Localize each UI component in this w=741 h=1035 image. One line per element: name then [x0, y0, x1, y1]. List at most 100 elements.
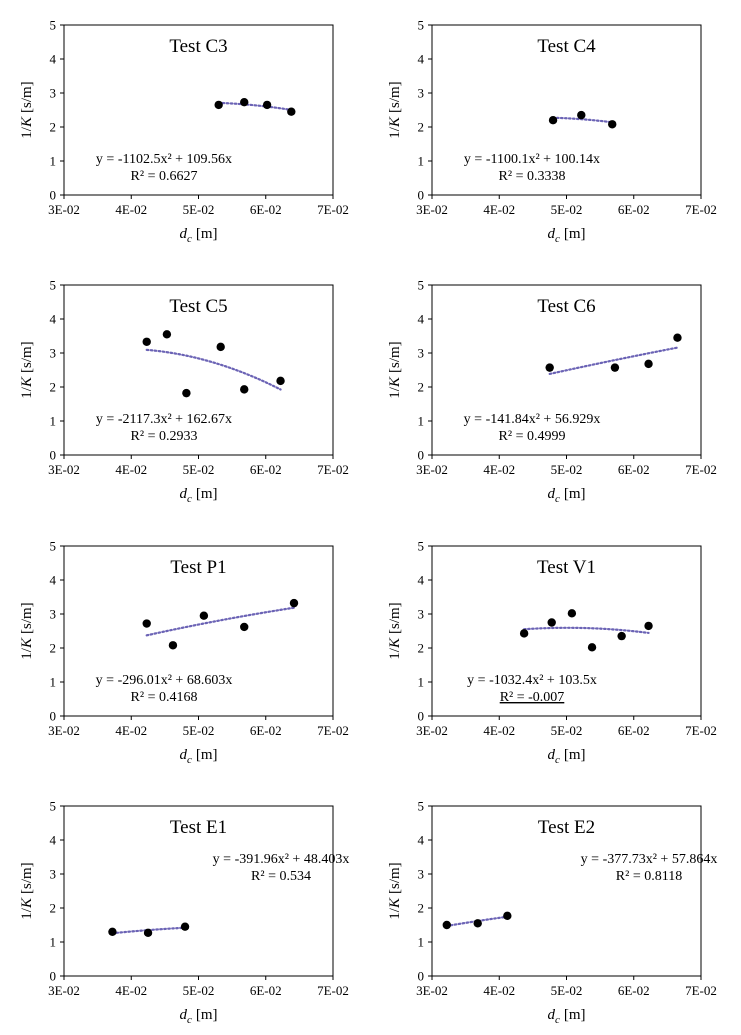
- y-axis-prefix: 1/: [19, 126, 35, 139]
- x-tick-label: 5E-02: [551, 983, 583, 998]
- data-point: [610, 363, 620, 372]
- x-tick-label: 4E-02: [115, 202, 147, 217]
- x-axis-unit: [m]: [564, 747, 586, 763]
- x-axis-var: d: [547, 1007, 555, 1023]
- y-tick-label: 2: [418, 380, 425, 395]
- data-point: [214, 100, 223, 110]
- y-tick-label: 1: [50, 935, 57, 950]
- y-tick-label: 4: [50, 52, 57, 67]
- data-point: [142, 337, 151, 346]
- chart-panel-test-c3: 0 1 2 3 4 5 3E-02 4E-02 5E-02 6E-02 7E-02 dc [m] 1/K […: [19, 18, 349, 246]
- x-axis-subscript: c: [555, 493, 560, 505]
- x-axis-subscript: c: [187, 754, 192, 766]
- chart-panel-test-e2: 0 1 2 3 4 5 3E-02 4E-02 5E-02 6E-02 7E-02 dc [m] 1/K […: [387, 799, 717, 1027]
- data-point: [240, 385, 249, 394]
- x-tick-label: 6E-02: [250, 462, 282, 477]
- x-axis-subscript: c: [555, 233, 560, 245]
- y-tick-label: 0: [50, 188, 57, 203]
- y-tick-label: 1: [418, 935, 425, 950]
- x-tick-label: 4E-02: [115, 983, 147, 998]
- x-tick-label: 5E-02: [183, 202, 215, 217]
- x-axis-var: d: [547, 486, 555, 502]
- x-tick-label: 7E-02: [317, 202, 349, 217]
- y-axis-prefix: 1/: [387, 907, 403, 920]
- chart-panel-test-c6: 0 1 2 3 4 5 3E-02 4E-02 5E-02 6E-02 7E-02 dc [m] 1/K […: [387, 278, 717, 506]
- y-axis-unit: [s/m]: [387, 602, 403, 634]
- y-axis-title: 1/K [s/m]: [19, 341, 35, 398]
- data-point: [216, 342, 225, 352]
- y-axis-var: K: [19, 116, 35, 128]
- x-tick-label: 5E-02: [183, 983, 215, 998]
- y-tick-label: 0: [50, 709, 57, 724]
- y-tick-label: 3: [50, 86, 57, 101]
- y-axis-var: K: [19, 897, 35, 909]
- y-tick-label: 4: [418, 833, 425, 848]
- y-axis-var: K: [19, 376, 35, 388]
- y-tick-label: 5: [418, 18, 425, 33]
- x-axis-subscript: c: [187, 1014, 192, 1026]
- panel-title: Test C6: [537, 296, 595, 317]
- y-tick-label: 5: [50, 278, 57, 293]
- x-tick-label: 3E-02: [48, 723, 80, 738]
- x-axis-title: dc [m]: [547, 486, 585, 505]
- data-point: [644, 621, 653, 631]
- x-tick-label: 3E-02: [416, 983, 448, 998]
- r-squared-label: R² = 0.4999: [499, 429, 566, 444]
- y-axis-title: 1/K [s/m]: [387, 81, 403, 138]
- data-point: [567, 609, 577, 618]
- x-axis-var: d: [179, 1007, 187, 1023]
- y-tick-label: 5: [418, 799, 425, 814]
- x-tick-label: 7E-02: [317, 983, 349, 998]
- y-tick-label: 5: [50, 18, 57, 33]
- x-tick-label: 6E-02: [618, 723, 650, 738]
- x-tick-label: 6E-02: [618, 983, 650, 998]
- x-axis-unit: [m]: [564, 1007, 586, 1023]
- x-axis-var: d: [547, 747, 555, 763]
- data-point: [545, 363, 554, 372]
- x-tick-label: 3E-02: [48, 983, 80, 998]
- x-axis-unit: [m]: [196, 226, 218, 242]
- trendline-equation: y = -2117.3x² + 162.67x: [96, 412, 232, 427]
- data-point: [608, 120, 617, 129]
- y-tick-label: 5: [50, 799, 57, 814]
- y-tick-label: 0: [418, 188, 425, 203]
- y-axis-prefix: 1/: [387, 647, 403, 660]
- y-axis-prefix: 1/: [19, 386, 35, 399]
- y-tick-label: 2: [418, 120, 425, 135]
- panel-title: Test E2: [538, 817, 595, 838]
- panel-title: Test V1: [537, 557, 596, 578]
- panel-title: Test P1: [170, 557, 226, 578]
- y-tick-label: 2: [50, 120, 57, 135]
- y-tick-label: 2: [50, 641, 57, 656]
- data-point: [442, 920, 451, 930]
- x-tick-label: 5E-02: [551, 202, 583, 217]
- x-tick-label: 5E-02: [551, 723, 583, 738]
- x-axis-subscript: c: [555, 754, 560, 766]
- trendline-equation: y = -1100.1x² + 100.14x: [464, 152, 600, 167]
- x-axis-var: d: [179, 486, 187, 502]
- data-point: [240, 97, 249, 107]
- x-axis-subscript: c: [187, 233, 192, 245]
- data-point: [180, 922, 190, 931]
- x-tick-label: 4E-02: [483, 723, 515, 738]
- data-point: [673, 333, 682, 342]
- x-tick-label: 3E-02: [48, 202, 80, 217]
- x-tick-label: 4E-02: [115, 462, 147, 477]
- x-axis-title: dc [m]: [547, 747, 585, 766]
- y-axis-unit: [s/m]: [387, 341, 403, 373]
- trendline-equation: y = -141.84x² + 56.929x: [464, 412, 601, 427]
- trendline: [145, 606, 296, 637]
- y-tick-label: 2: [418, 641, 425, 656]
- chart-panel-test-c5: 0 1 2 3 4 5 3E-02 4E-02 5E-02 6E-02 7E-02 dc [m] 1/K […: [19, 278, 349, 506]
- y-tick-label: 0: [50, 448, 57, 463]
- y-axis-var: K: [19, 637, 35, 649]
- x-tick-label: 7E-02: [685, 723, 717, 738]
- data-point: [473, 919, 482, 928]
- y-axis-var: K: [387, 116, 403, 128]
- panel-title: Test E1: [170, 817, 227, 838]
- data-point: [644, 359, 653, 369]
- y-tick-label: 4: [418, 312, 425, 327]
- y-axis-unit: [s/m]: [387, 862, 403, 894]
- data-point: [519, 629, 529, 638]
- data-point: [142, 619, 151, 628]
